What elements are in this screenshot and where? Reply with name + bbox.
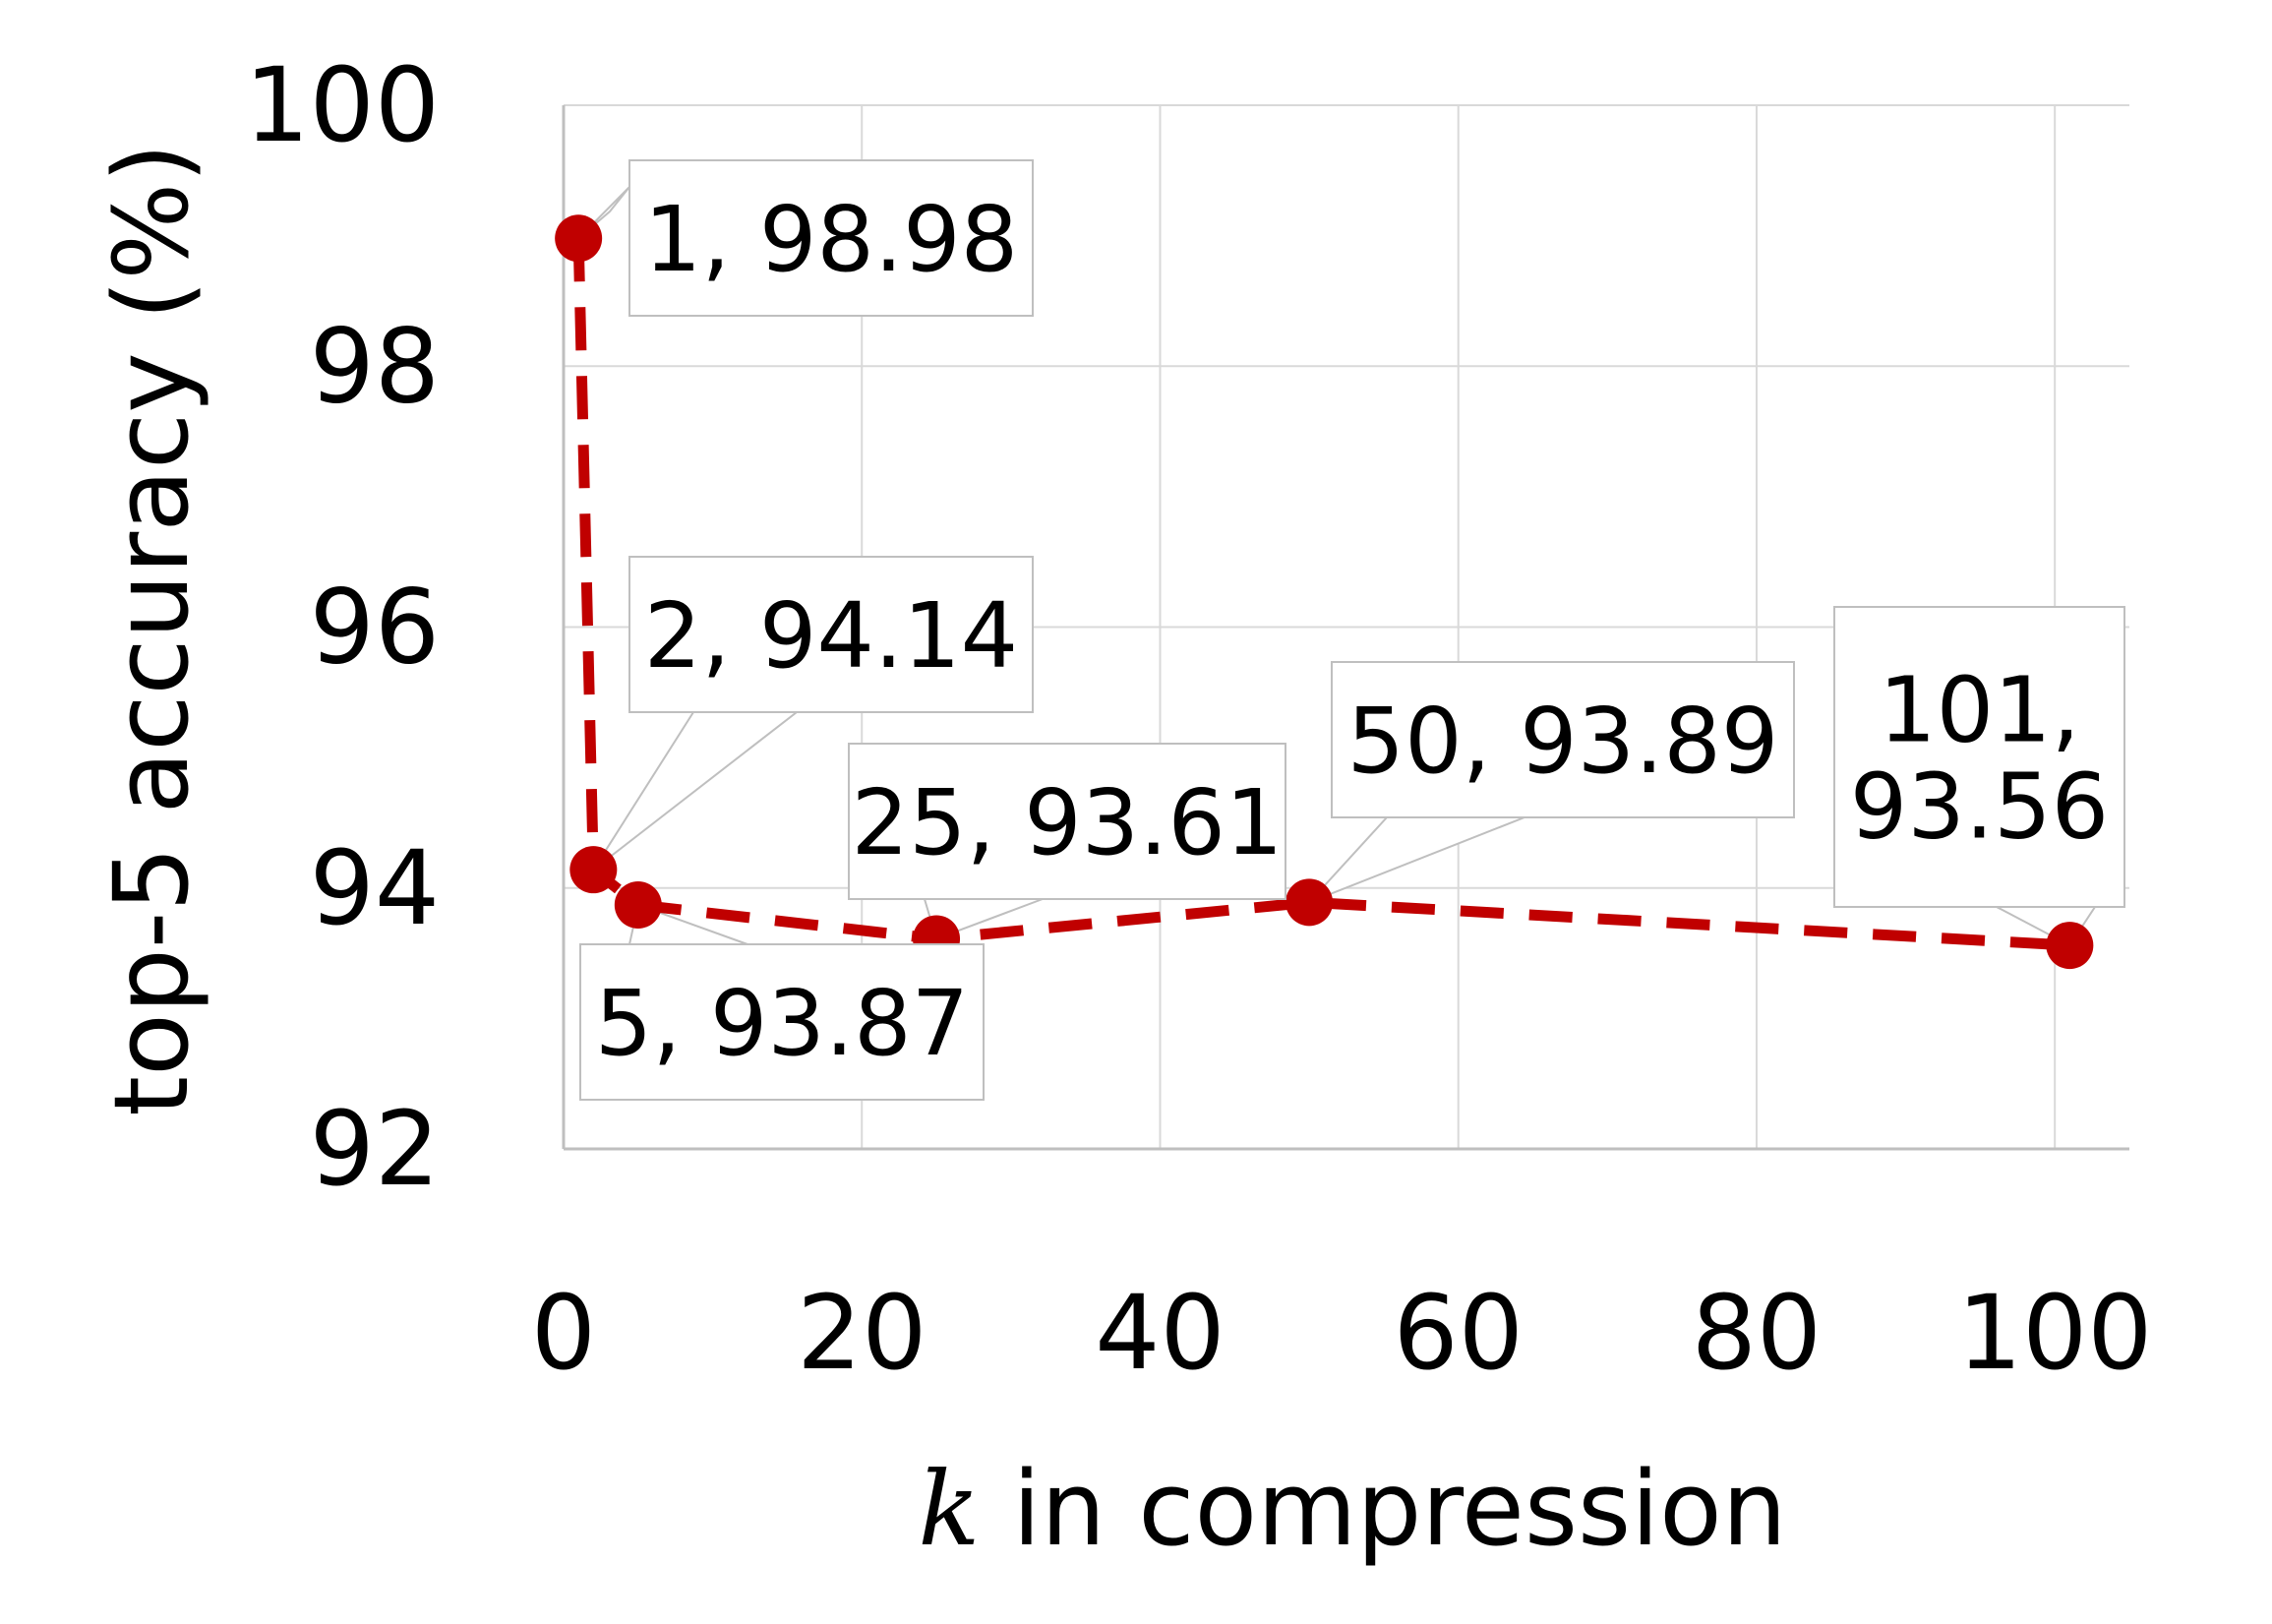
y-tick-label: 98 — [310, 306, 440, 426]
x-tick-label: 100 — [1957, 1273, 2153, 1393]
x-tick-label: 40 — [1095, 1273, 1225, 1393]
x-axis-title: k in compression — [918, 1449, 1786, 1569]
data-label-text: 93.56 — [1850, 754, 2109, 860]
y-tick-label: 92 — [310, 1089, 440, 1209]
data-point — [1285, 878, 1334, 927]
x-tick-label: 60 — [1394, 1273, 1524, 1393]
data-label-leader — [1308, 816, 1525, 904]
x-axis-title-text: in compression — [980, 1449, 1786, 1569]
data-label-text: 101, — [1879, 658, 2080, 763]
x-tick-label: 80 — [1692, 1273, 1822, 1393]
data-label: 5, 93.87 — [579, 943, 985, 1101]
data-label-box — [1833, 606, 2125, 908]
data-label-box — [628, 556, 1034, 713]
data-label-box — [1331, 661, 1795, 818]
data-label-text: 50, 93.89 — [1347, 689, 1779, 794]
series-line — [572, 238, 2070, 951]
data-label-box — [628, 159, 1034, 317]
y-axis-title: top-5 accuracy (%) — [91, 143, 211, 1115]
x-tick-label: 0 — [531, 1273, 596, 1393]
y-tick-label: 94 — [310, 828, 440, 948]
data-label: 1, 98.98 — [628, 159, 1034, 317]
data-point — [555, 214, 603, 263]
data-label: 2, 94.14 — [628, 556, 1034, 713]
data-point — [569, 846, 618, 894]
data-label-text: 1, 98.98 — [644, 187, 1018, 292]
y-tick-label: 96 — [310, 568, 440, 688]
data-label-box — [579, 943, 985, 1101]
data-label-text: 25, 93.61 — [852, 770, 1284, 875]
data-points — [555, 214, 2094, 970]
x-axis-title-variable: k — [918, 1449, 980, 1569]
data-label: 101,93.56 — [1833, 606, 2125, 908]
data-label: 25, 93.61 — [848, 743, 1286, 900]
data-label-box — [848, 743, 1286, 900]
data-point — [614, 880, 662, 929]
data-label-leader — [592, 711, 800, 871]
data-point — [2046, 922, 2094, 970]
x-tick-labels: 0 20 40 60 80 100 — [531, 1273, 2153, 1393]
x-tick-label: 20 — [797, 1273, 927, 1393]
data-label-text: 5, 93.87 — [595, 971, 969, 1076]
data-labels: 1, 98.98 2, 94.14 5, 93.87 25, 93.61 50, 93.… — [579, 159, 2125, 1101]
data-label-text: 2, 94.14 — [644, 583, 1018, 689]
data-label: 50, 93.89 — [1331, 661, 1795, 818]
y-tick-labels: 92 94 96 98 100 — [244, 45, 440, 1209]
y-tick-label: 100 — [244, 45, 440, 165]
